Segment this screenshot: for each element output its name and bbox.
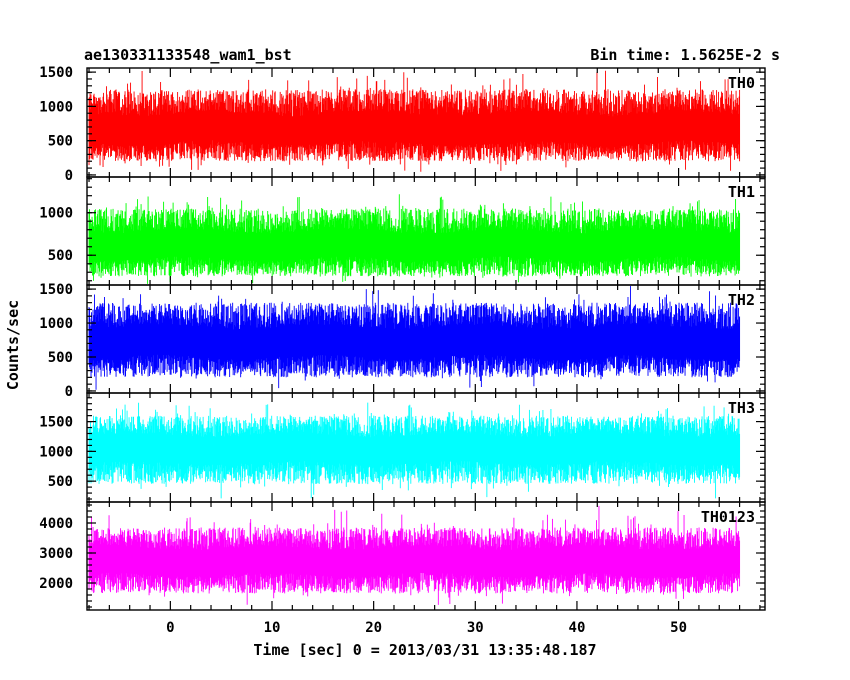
y-tick-label: 1000 <box>39 99 73 115</box>
series-th0123-line <box>88 505 741 605</box>
chart-title: ae130331133548_wam1_bst <box>84 46 292 64</box>
y-tick-label: 4000 <box>39 516 73 532</box>
series-th0-line <box>88 70 741 172</box>
y-tick-label: 1500 <box>39 65 73 81</box>
x-tick-label: 10 <box>264 620 281 636</box>
series-th1-line <box>88 194 741 284</box>
y-tick-label: 1500 <box>39 282 73 298</box>
panel-label-th3: TH3 <box>728 399 755 417</box>
panel-label-th0: TH0 <box>728 74 755 92</box>
y-tick-label: 1500 <box>39 415 73 431</box>
y-axis-label: Counts/sec <box>4 300 22 390</box>
panel-th1: 500 1000 TH1 <box>39 176 766 286</box>
x-tick-label: 20 <box>365 620 382 636</box>
y-tick-label: 2000 <box>39 576 73 592</box>
panel-th0123: 2000 3000 4000 TH0123 0 10 20 30 40 50 <box>39 501 766 636</box>
x-tick-label: 30 <box>467 620 484 636</box>
x-tick-label: 50 <box>670 620 687 636</box>
y-tick-label: 0 <box>65 168 73 184</box>
bin-time-label: Bin time: 1.5625E-2 s <box>590 46 780 64</box>
panel-th3: 500 1000 1500 TH3 <box>39 392 766 503</box>
series-th3-line <box>88 402 741 499</box>
panel-th2: 0 500 1000 1500 TH2 <box>39 282 766 400</box>
panel-label-th2: TH2 <box>728 291 755 309</box>
y-tick-label: 1000 <box>39 206 73 222</box>
y-tick-label: 500 <box>48 248 73 264</box>
y-tick-label: 500 <box>48 134 73 150</box>
series-th2-line <box>88 286 741 390</box>
x-tick-label: 40 <box>569 620 586 636</box>
panel-th0: 0 500 1000 1500 TH0 <box>39 65 766 184</box>
panels-group: 050010001500TH05001000TH1050010001500TH2… <box>39 65 766 636</box>
x-tick-label: 0 <box>166 620 174 636</box>
y-tick-label: 1000 <box>39 316 73 332</box>
x-axis-label: Time [sec] 0 = 2013/03/31 13:35:48.187 <box>253 641 596 659</box>
y-tick-label: 0 <box>65 384 73 400</box>
y-tick-label: 1000 <box>39 444 73 460</box>
panel-label-th1: TH1 <box>728 183 755 201</box>
y-tick-label: 500 <box>48 474 73 490</box>
y-tick-label: 3000 <box>39 546 73 562</box>
y-tick-label: 500 <box>48 350 73 366</box>
panel-frame <box>86 501 766 611</box>
panel-label-th0123: TH0123 <box>701 508 755 526</box>
